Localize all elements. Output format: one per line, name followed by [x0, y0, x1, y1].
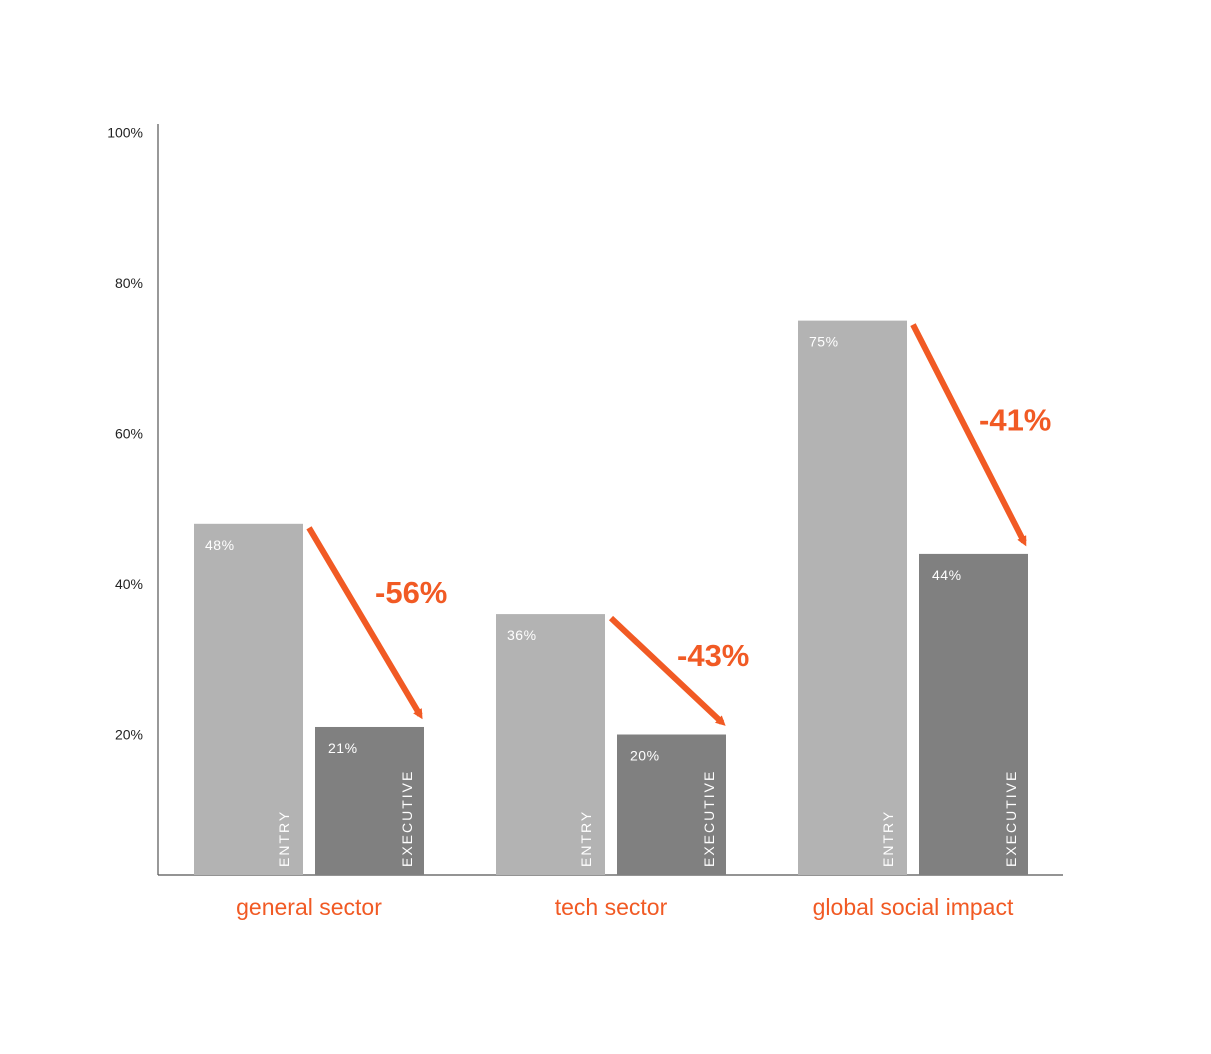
decline-arrow — [608, 615, 726, 726]
category-label: general sector — [236, 894, 382, 920]
entry-value-label: 36% — [507, 627, 537, 643]
entry-series-label: ENTRY — [578, 810, 594, 867]
executive-bar — [617, 734, 726, 875]
percent-change-label: -56% — [375, 575, 447, 610]
y-tick-label: 40% — [115, 576, 143, 592]
executive-series-label: EXECUTIVE — [399, 770, 415, 867]
bars: 48% ENTRY 21% EXECUTIVE 36% ENTRY 20% EXECUTIVE… — [194, 320, 1028, 875]
percent-change-label: -41% — [979, 403, 1051, 438]
executive-series-label: EXECUTIVE — [701, 770, 717, 867]
decline-arrow — [910, 323, 1027, 547]
y-tick-label: 100% — [107, 125, 143, 141]
executive-value-label: 44% — [932, 567, 962, 583]
category-label: global social impact — [813, 894, 1014, 920]
executive-value-label: 21% — [328, 740, 358, 756]
executive-bar — [315, 726, 424, 875]
y-tick-label: 20% — [115, 727, 143, 743]
executive-value-label: 20% — [630, 748, 660, 764]
decline-arrow — [306, 526, 423, 720]
y-tick-label: 60% — [115, 426, 143, 442]
y-tick-label: 80% — [115, 275, 143, 291]
entry-series-label: ENTRY — [880, 810, 896, 867]
annotations: general sector -56% tech sector -43% global … — [236, 323, 1051, 920]
entry-bar — [194, 523, 303, 875]
category-label: tech sector — [555, 894, 668, 920]
executive-series-label: EXECUTIVE — [1003, 770, 1019, 867]
entry-value-label: 48% — [205, 537, 235, 553]
executive-bar — [919, 553, 1028, 875]
percent-change-label: -43% — [677, 638, 749, 673]
axes: 20% 40% 60% 80% 100% — [107, 124, 1063, 876]
entry-bar — [798, 320, 907, 875]
entry-bar — [496, 614, 605, 875]
entry-value-label: 75% — [809, 334, 839, 350]
entry-series-label: ENTRY — [276, 810, 292, 867]
